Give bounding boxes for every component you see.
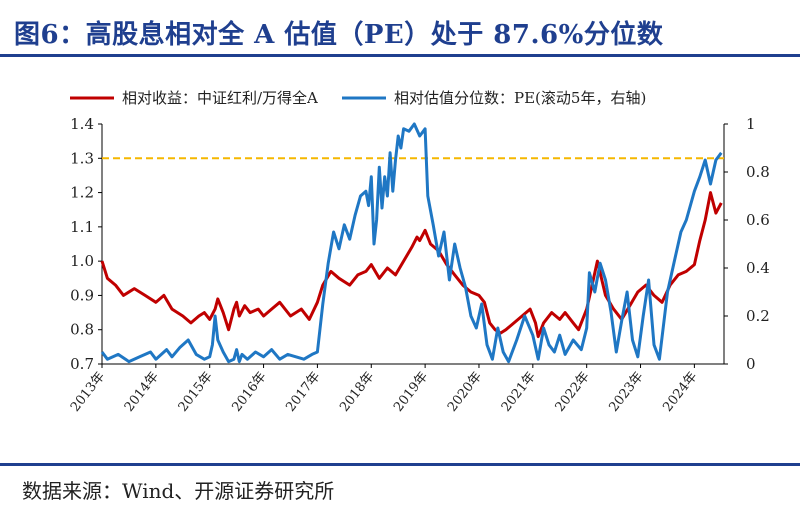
y-left-tick-label: 0.9 <box>70 286 94 304</box>
x-tick-label: 2021年 <box>499 369 539 415</box>
x-tick-label: 2020年 <box>445 369 485 415</box>
x-tick-label: 2014年 <box>122 369 162 415</box>
x-tick-label: 2018年 <box>337 369 377 415</box>
series-line-valuation-percentile <box>100 122 723 364</box>
series-line-relative-return <box>100 191 723 339</box>
x-tick-label: 2013年 <box>68 369 108 415</box>
plot-area <box>100 122 724 364</box>
title-underline <box>0 54 800 57</box>
y-left-tick-label: 1.1 <box>70 218 94 236</box>
y-left-tick-label: 1.4 <box>70 115 94 133</box>
x-tick-label: 2024年 <box>660 369 700 415</box>
x-tick-label: 2017年 <box>283 369 323 415</box>
x-tick-label: 2019年 <box>391 369 431 415</box>
chart-title: 图6：高股息相对全 A 估值（PE）处于 87.6%分位数 <box>14 20 664 50</box>
y-left-tick-label: 1.2 <box>70 184 94 202</box>
legend: 相对收益：中证红利/万得全A 相对估值分位数：PE(滚动5年，右轴) <box>70 89 646 107</box>
y-right-tick-label: 0.4 <box>746 259 770 277</box>
y-right-tick-label: 0.8 <box>746 163 770 181</box>
x-tick-label: 2016年 <box>230 369 270 415</box>
axes: 0.7 0.8 0.9 1.0 1.1 1.2 1.3 1.4 0 0.2 0.4 0.6 0.8 1 20… <box>68 115 770 415</box>
y-right-tick-label: 0 <box>746 355 756 373</box>
y-left-tick-label: 0.7 <box>70 355 94 373</box>
y-left-tick-label: 1.3 <box>70 149 94 167</box>
y-right-tick-label: 1 <box>746 115 756 133</box>
x-tick-label: 2015年 <box>176 369 216 415</box>
footer-rule <box>0 463 800 466</box>
x-tick-label: 2022年 <box>553 369 593 415</box>
source-note: 数据来源：Wind、开源证券研究所 <box>22 479 335 503</box>
y-right-tick-label: 0.6 <box>746 211 770 229</box>
y-left-tick-label: 1.0 <box>70 252 94 270</box>
line-chart: 相对收益：中证红利/万得全A 相对估值分位数：PE(滚动5年，右轴) 0.7 0.8… <box>68 89 770 415</box>
y-right-tick-label: 0.2 <box>746 307 770 325</box>
x-tick-label: 2023年 <box>606 369 646 415</box>
y-left-tick-label: 0.8 <box>70 321 94 339</box>
legend-label: 相对收益：中证红利/万得全A <box>122 89 318 107</box>
legend-label: 相对估值分位数：PE(滚动5年，右轴) <box>394 89 646 107</box>
